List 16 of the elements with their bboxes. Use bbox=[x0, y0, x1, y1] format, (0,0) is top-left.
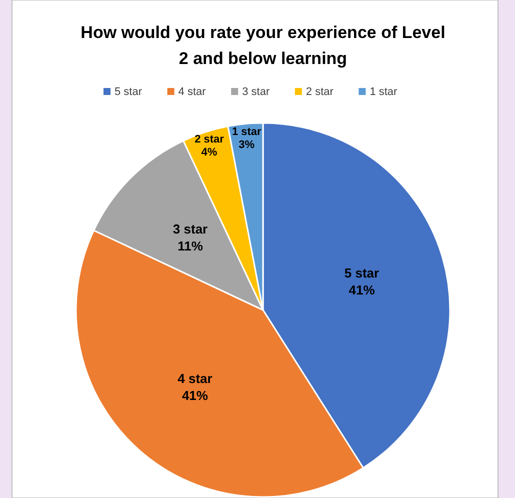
legend-label: 4 star bbox=[178, 86, 206, 98]
legend-label: 3 star bbox=[242, 86, 270, 98]
legend-label: 2 star bbox=[306, 86, 334, 98]
data-label: 41% bbox=[182, 388, 208, 404]
chart-title: How would you rate your experience of Level 2 and below learning bbox=[80, 23, 446, 68]
slice-label: 4 star bbox=[178, 371, 212, 386]
data-label: 41% bbox=[348, 282, 376, 298]
data-label: 3% bbox=[238, 138, 255, 151]
slice-label: 5 star bbox=[344, 265, 380, 280]
slice-label: 2 star bbox=[194, 134, 225, 146]
slice-label: 3 star bbox=[172, 221, 208, 236]
legend-label: 1 star bbox=[370, 86, 398, 98]
data-label: 4% bbox=[201, 146, 218, 159]
slice-label: 1 star bbox=[232, 126, 262, 138]
data-label: 11% bbox=[178, 238, 204, 254]
legend-label: 5 star bbox=[114, 86, 142, 98]
